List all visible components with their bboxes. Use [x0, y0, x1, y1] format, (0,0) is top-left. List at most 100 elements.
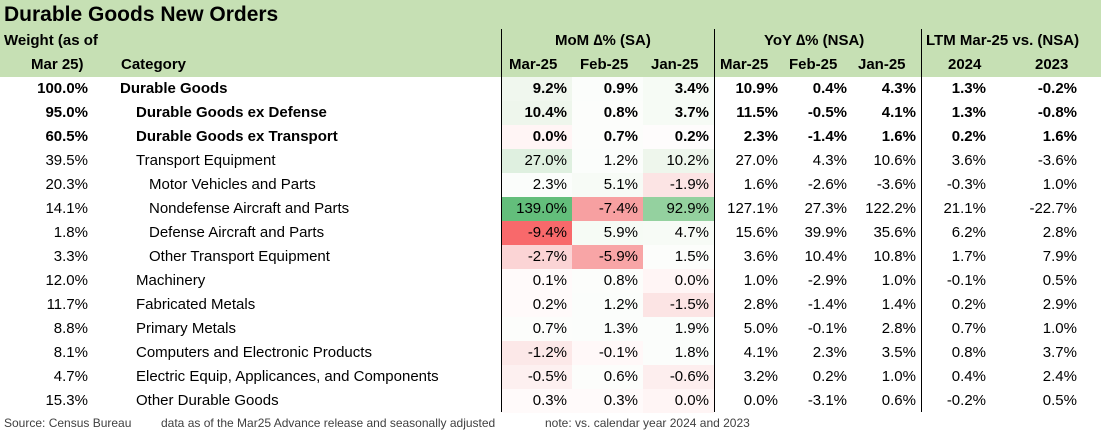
mom-mar-cell: 0.0% [501, 125, 572, 149]
mom-mar-cell: -1.2% [501, 341, 572, 365]
ltm-2023-cell: 7.9% [1042, 248, 1077, 265]
yoy-feb-cell: -0.5% [807, 104, 847, 121]
yoy-col-header-feb: Feb-25 [789, 56, 838, 73]
weight-cell: 8.8% [53, 320, 88, 337]
yoy-mar-cell: 5.0% [743, 320, 778, 337]
table-row: 39.5% Transport Equipment 27.0% 1.2% 10.2% 27… [0, 149, 1101, 173]
yoy-feb-cell: -0.1% [807, 320, 847, 337]
ltm-2023-cell: 1.0% [1042, 176, 1077, 193]
yoy-col-header-jan: Jan-25 [858, 56, 906, 73]
mom-feb-cell: 5.9% [572, 221, 643, 245]
ltm-2024-cell: 0.2% [951, 296, 986, 313]
yoy-jan-cell: 122.2% [865, 200, 916, 217]
mom-mar-cell: 139.0% [501, 197, 572, 221]
table-row: 100.0% Durable Goods 9.2% 0.9% 3.4% 10.9% 0.4%… [0, 77, 1101, 101]
mom-feb-cell: 1.2% [572, 149, 643, 173]
category-cell: Computers and Electronic Products [136, 344, 372, 361]
header-row-1: Weight (as of MoM ∆% (SA) YoY ∆% (NSA) L… [0, 29, 1101, 53]
ltm-2023-cell: 2.8% [1042, 224, 1077, 241]
table-row: 14.1% Nondefense Aircraft and Parts 139.0%… [0, 197, 1101, 221]
yoy-mar-cell: 2.8% [743, 296, 778, 313]
mom-feb-cell: 0.6% [572, 365, 643, 389]
yoy-jan-cell: 1.4% [881, 296, 916, 313]
mom-jan-cell: 1.8% [643, 341, 714, 365]
weight-cell: 15.3% [45, 392, 88, 409]
category-cell: Motor Vehicles and Parts [149, 176, 316, 193]
ltm-2023-cell: -0.8% [1037, 104, 1077, 121]
table-row: 60.5% Durable Goods ex Transport 0.0% 0.7% 0… [0, 125, 1101, 149]
ltm-2023-cell: -0.2% [1037, 80, 1077, 97]
ltm-2024-cell: -0.3% [946, 176, 986, 193]
category-cell: Other Transport Equipment [149, 248, 330, 265]
yoy-jan-cell: 35.6% [873, 224, 916, 241]
yoy-jan-cell: 1.0% [881, 272, 916, 289]
yoy-jan-cell: -3.6% [876, 176, 916, 193]
mom-jan-cell: 1.5% [643, 245, 714, 269]
yoy-feb-cell: -1.4% [807, 296, 847, 313]
yoy-feb-cell: 0.4% [812, 80, 847, 97]
yoy-feb-cell: 39.9% [804, 224, 847, 241]
yoy-jan-cell: 1.0% [881, 368, 916, 385]
weight-cell: 60.5% [45, 128, 88, 145]
ltm-2023-cell: 0.5% [1042, 392, 1077, 409]
weight-cell: 95.0% [45, 104, 88, 121]
category-cell: Durable Goods ex Transport [136, 128, 338, 145]
yoy-mar-cell: 1.6% [743, 176, 778, 193]
yoy-mar-cell: 3.6% [743, 248, 778, 265]
header-row-2: Mar 25) Category Mar-25 Feb-25 Jan-25 Ma… [0, 53, 1101, 77]
ltm-2024-cell: 21.1% [943, 200, 986, 217]
table-row: 20.3% Motor Vehicles and Parts 2.3% 5.1% -1.… [0, 173, 1101, 197]
ltm-group-header: LTM Mar-25 vs. (NSA) [926, 32, 1080, 49]
table-row: 11.7% Fabricated Metals 0.2% 1.2% -1.5% 2.8% -… [0, 293, 1101, 317]
yoy-mar-cell: 15.6% [735, 224, 778, 241]
yoy-feb-cell: -2.9% [807, 272, 847, 289]
mom-jan-cell: 0.0% [643, 269, 714, 293]
mom-jan-cell: 3.7% [643, 101, 714, 125]
mom-feb-cell: 5.1% [572, 173, 643, 197]
yoy-feb-cell: 27.3% [804, 200, 847, 217]
yoy-mar-cell: 4.1% [743, 344, 778, 361]
table-row: 15.3% Other Durable Goods 0.3% 0.3% 0.0% 0.0%… [0, 389, 1101, 413]
mom-jan-cell: -1.9% [643, 173, 714, 197]
ltm-col-header-2023: 2023 [1035, 56, 1069, 73]
ltm-2024-cell: 0.7% [951, 320, 986, 337]
yoy-feb-cell: -2.6% [807, 176, 847, 193]
mom-mar-cell: -9.4% [501, 221, 572, 245]
yoy-group-header: YoY ∆% (NSA) [764, 32, 865, 49]
category-cell: Fabricated Metals [136, 296, 256, 313]
yoy-col-header-mar: Mar-25 [720, 56, 769, 73]
ltm-2024-cell: 1.7% [951, 248, 986, 265]
ltm-2024-cell: 0.2% [951, 128, 986, 145]
yoy-jan-cell: 10.6% [873, 152, 916, 169]
yoy-feb-cell: 2.3% [812, 344, 847, 361]
divider-mom [501, 29, 502, 412]
mom-jan-cell: -0.6% [643, 365, 714, 389]
mom-mar-cell: 0.1% [501, 269, 572, 293]
ltm-2023-cell: 1.6% [1042, 128, 1077, 145]
category-cell: Durable Goods [120, 80, 228, 97]
mom-feb-cell: -5.9% [572, 245, 643, 269]
ltm-2023-cell: 3.7% [1042, 344, 1077, 361]
category-cell: Durable Goods ex Defense [136, 104, 327, 121]
mom-jan-cell: 92.9% [643, 197, 714, 221]
yoy-jan-cell: 3.5% [881, 344, 916, 361]
mom-feb-cell: -7.4% [572, 197, 643, 221]
weight-cell: 39.5% [45, 152, 88, 169]
mom-jan-cell: 1.9% [643, 317, 714, 341]
yoy-mar-cell: 11.5% [736, 104, 778, 121]
mom-jan-cell: 0.0% [643, 389, 714, 413]
mom-feb-cell: 0.7% [572, 125, 643, 149]
weight-cell: 14.1% [45, 200, 88, 217]
mom-jan-cell: 0.2% [643, 125, 714, 149]
weight-cell: 4.7% [53, 368, 88, 385]
weight-cell: 1.8% [53, 224, 88, 241]
mom-mar-cell: -2.7% [501, 245, 572, 269]
ltm-2023-cell: -22.7% [1029, 200, 1077, 217]
mom-feb-cell: 0.8% [572, 101, 643, 125]
category-cell: Electric Equip, Applicances, and Compone… [136, 368, 439, 385]
category-cell: Nondefense Aircraft and Parts [149, 200, 350, 217]
weight-cell: 100.0% [37, 80, 88, 97]
mom-mar-cell: 9.2% [501, 77, 572, 101]
yoy-jan-cell: 1.6% [881, 128, 916, 145]
mom-feb-cell: 0.9% [572, 77, 643, 101]
